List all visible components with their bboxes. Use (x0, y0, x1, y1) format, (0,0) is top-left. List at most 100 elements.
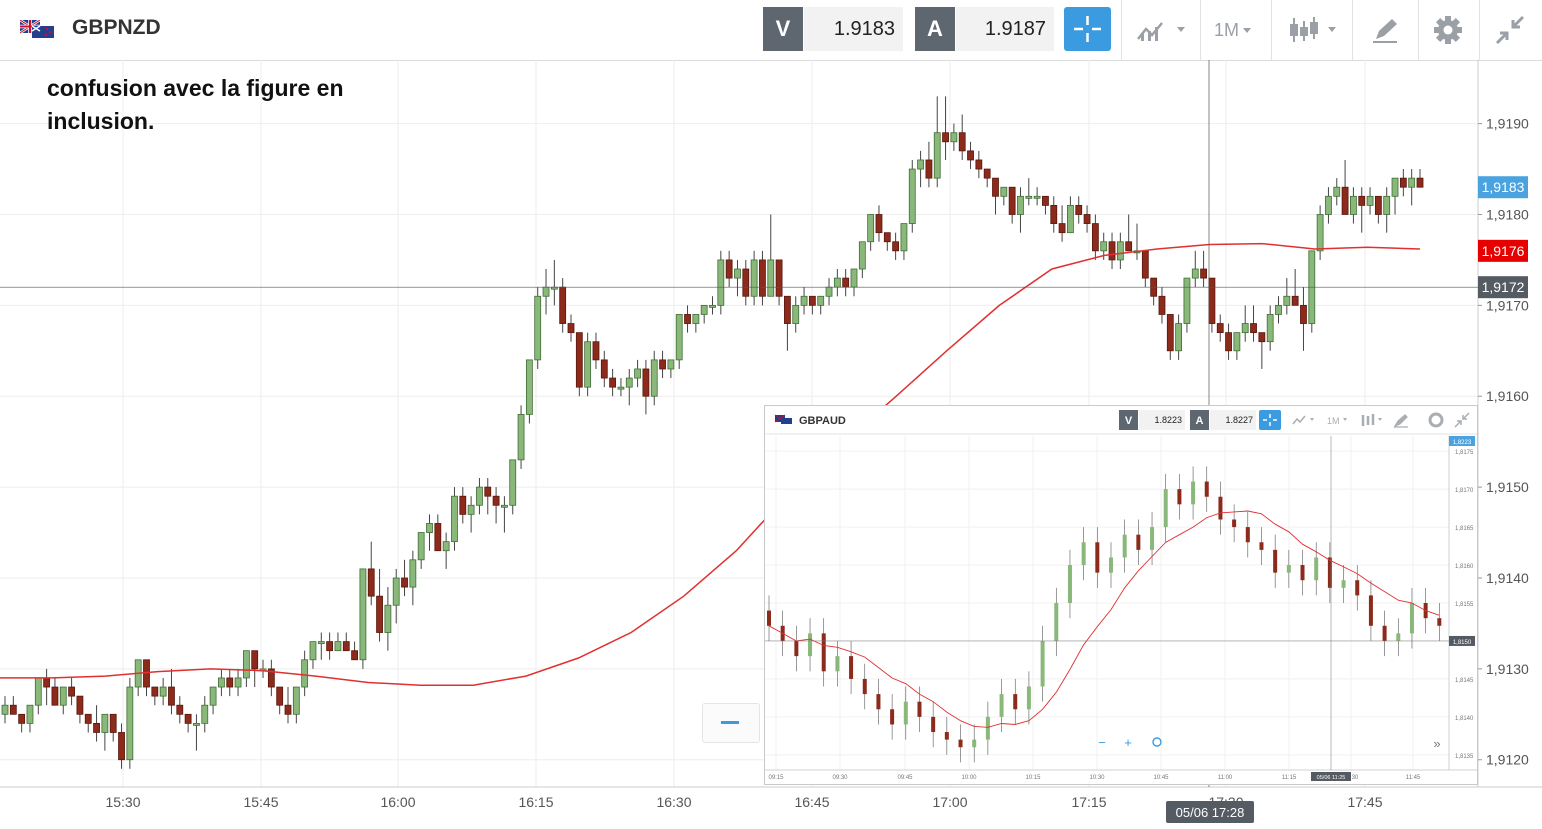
candle-body (767, 259, 775, 297)
inset-chart[interactable]: GBPAUD V 1.8223 A 1.8227 1M 1,8175 1,8170 1,8165… (765, 406, 1477, 784)
candle-body (1325, 195, 1332, 215)
candle-body (717, 259, 725, 306)
candle-body (800, 295, 808, 306)
symbol-label: GBPNZD (72, 16, 161, 39)
separator (1121, 0, 1122, 60)
candle-body (334, 641, 342, 652)
chart-type-button[interactable] (1135, 12, 1191, 48)
candle-body (351, 650, 358, 661)
settings-button[interactable] (1432, 12, 1464, 48)
candle-body (93, 722, 100, 733)
uk-nz-flag-icon (20, 20, 54, 38)
candle-body (101, 713, 109, 733)
candle-body (126, 686, 134, 761)
candle-body (883, 232, 891, 243)
inset-x-tick-label: 09:45 (897, 775, 913, 781)
ma-price-badge: 1,9176 (1482, 243, 1525, 259)
sell-label[interactable]: V (763, 7, 803, 51)
inset-candle-body (1163, 489, 1168, 528)
candle-body (84, 713, 92, 724)
inset-buy-label: A (1196, 415, 1204, 427)
inset-candle-body (972, 739, 977, 748)
main-chart[interactable]: 15:30 15:45 16:00 16:15 16:30 16:45 17:00 17:15… (0, 60, 1542, 829)
inset-y-tick-label: 1,8170 (1455, 488, 1474, 494)
candle-body (734, 268, 741, 279)
inset-collapse-icon (1454, 412, 1470, 428)
candle-body (193, 722, 200, 726)
candle-body (1116, 241, 1124, 261)
draw-icon (1373, 19, 1397, 43)
inset-candle-body (1259, 542, 1264, 550)
candle-body (808, 295, 816, 306)
x-tick-label: 16:30 (656, 794, 691, 810)
x-tick-label: 16:15 (518, 794, 553, 810)
zoom-out-button[interactable] (702, 703, 760, 743)
candle-body (709, 304, 716, 308)
candle-body (1058, 223, 1066, 234)
candle-body (650, 359, 658, 397)
candle-body (667, 359, 675, 370)
candle-body (867, 214, 875, 243)
inset-y-tick-label: 1,8175 (1455, 450, 1474, 456)
crosshair-icon (1074, 16, 1101, 42)
crosshair-price-badge: 1,9172 (1482, 279, 1525, 295)
crosshair-button[interactable] (1064, 7, 1111, 51)
inset-candle-body (1191, 481, 1196, 505)
inset-candle-body (1054, 603, 1059, 641)
inset-y-tick-label: 1,8155 (1455, 602, 1474, 608)
candle-body (1291, 295, 1299, 306)
candle-body (251, 650, 259, 670)
draw-button[interactable] (1370, 12, 1400, 48)
candle-body (933, 132, 941, 179)
inset-gear-icon (1428, 412, 1444, 428)
candle-body (908, 168, 916, 224)
candle-body (159, 686, 167, 697)
candle-body (975, 159, 983, 170)
candle-body (1374, 195, 1382, 215)
candle-body (426, 523, 433, 533)
buy-price[interactable]: 1.9187 (956, 7, 1054, 51)
candle-body (1241, 323, 1249, 334)
indicators-button[interactable] (1288, 12, 1344, 48)
candle-body (401, 577, 408, 588)
candle-body (1, 704, 9, 715)
candle-body (542, 286, 550, 297)
inset-candle-body (1081, 542, 1086, 566)
candle-body (1391, 177, 1399, 197)
inset-x-tick-label: 09:30 (832, 775, 848, 781)
collapse-button[interactable] (1494, 12, 1526, 48)
candle-body (1250, 323, 1257, 334)
candle-body (484, 486, 492, 497)
inset-chevron-icon (1310, 418, 1314, 421)
candle-body (525, 359, 533, 415)
inset-sell-price-bg (1139, 410, 1185, 430)
inset-candle-body (862, 678, 867, 695)
candle-body (1408, 177, 1416, 188)
candle-body (43, 677, 51, 688)
separator (1271, 0, 1272, 60)
candle-body (584, 341, 592, 388)
buy-label[interactable]: A (915, 7, 955, 51)
sell-price[interactable]: 1.9183 (804, 7, 903, 51)
inset-x-tick-label: 10:00 (961, 775, 977, 781)
candle-body (534, 295, 542, 361)
inset-crosshair-icon (1263, 414, 1277, 426)
candle-body (376, 595, 383, 633)
inset-chart-window[interactable]: GBPAUD V 1.8223 A 1.8227 1M 1,8175 1,8170 1,8165… (764, 405, 1478, 785)
annotation-line-2: inclusion. (47, 108, 155, 134)
chevron-down-icon (1243, 28, 1252, 33)
crosshair-time-badge: 05/06 17:28 (1176, 805, 1245, 820)
inset-y-tick-label: 1,8135 (1455, 754, 1474, 760)
inset-crosshair-time: 05/06 11:25 (1317, 775, 1346, 781)
candle-body (184, 713, 192, 724)
candle-body (1141, 250, 1149, 279)
candle-body (1083, 214, 1091, 224)
candle-body (459, 495, 467, 515)
candle-body (1366, 195, 1374, 206)
candle-body (1258, 332, 1266, 343)
inset-x-tick-label: 10:15 (1025, 775, 1041, 781)
inset-candle-body (1396, 633, 1401, 641)
inset-candle-body (1341, 580, 1346, 588)
timeframe-dropdown[interactable]: 1M (1214, 12, 1255, 48)
candle-body (1358, 195, 1366, 206)
